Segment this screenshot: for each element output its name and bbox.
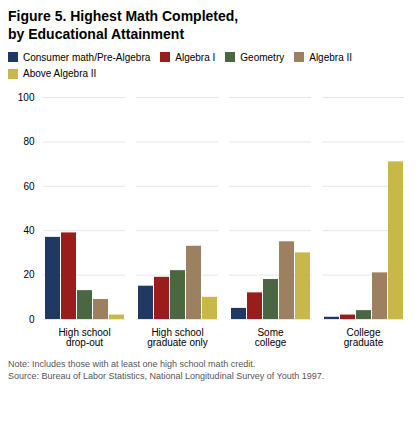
svg-text:80: 80 [23,136,35,147]
svg-text:0: 0 [29,314,35,325]
svg-text:High schoolgraduate only: High schoolgraduate only [147,327,208,348]
svg-text:60: 60 [23,181,35,192]
svg-text:Somecollege: Somecollege [255,327,287,348]
html-text:Consumer math/Pre-Algebra: Consumer math/Pre-Algebra [23,51,151,63]
html-text:Above Algebra II: Above Algebra II [23,68,97,80]
html-text:Geometry: Geometry [240,51,285,63]
html-text:Note: Includes those with at l: Note: Includes those with at least one h… [8,359,325,381]
svg-text:40: 40 [23,225,35,236]
svg-text:Collegegraduate: Collegegraduate [344,327,384,348]
svg-text:100: 100 [18,92,35,103]
html-text:Algebra II: Algebra II [309,51,352,63]
svg-text:20: 20 [23,269,35,280]
svg-text:High schooldrop-out: High schooldrop-out [58,327,110,348]
html-text:Algebra I: Algebra I [175,51,216,63]
html-text:Figure 5. Highest Math Complet: Figure 5. Highest Math Completed, by Edu… [8,8,239,42]
